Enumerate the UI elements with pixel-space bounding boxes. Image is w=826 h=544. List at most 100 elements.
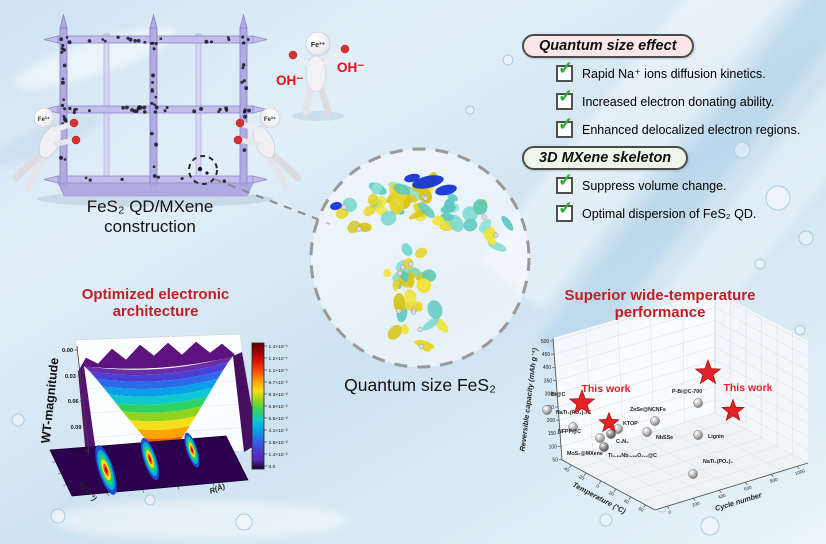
quantum-item-2: Increased electron donating ability.: [582, 94, 775, 109]
pusher-figure-left: [12, 107, 81, 192]
svg-text:800: 800: [769, 477, 778, 484]
svg-text:4.1×10⁻²: 4.1×10⁻²: [269, 428, 289, 434]
oh-ion-right: OH⁻: [337, 60, 364, 75]
svg-text:WT-magnitude: WT-magnitude: [39, 357, 62, 444]
svg-text:0.00: 0.00: [62, 348, 73, 354]
list-item: ✓ Enhanced delocalized electron regions.: [556, 114, 824, 138]
svg-text:40: 40: [623, 498, 630, 505]
oh-ion-left: OH⁻: [276, 73, 303, 88]
svg-text:20: 20: [608, 490, 615, 497]
svg-text:8.3×10⁻²: 8.3×10⁻²: [269, 392, 289, 398]
svg-text:200: 200: [691, 501, 700, 508]
performance-scatter-plot: 50045040035030025020015010050Reversible …: [518, 291, 809, 516]
list-item: ✓ Increased electron donating ability.: [556, 86, 824, 110]
charge-density-isosurface: [330, 172, 514, 352]
construction-caption-line1: FeS₂ QD/MXene: [86, 197, 214, 216]
construction-caption-line2: construction: [104, 217, 196, 237]
list-item: ✓ Optimal dispersion of FeS₂ QD.: [556, 198, 824, 222]
left-chart-title: Optimized electronic architecture: [53, 286, 258, 321]
checkbox-checked-icon: ✓: [556, 198, 573, 222]
checkbox-checked-icon: ✓: [556, 114, 573, 138]
svg-text:6.9×10⁻²: 6.9×10⁻²: [269, 404, 289, 410]
svg-text:0: 0: [595, 483, 600, 489]
svg-text:200: 200: [547, 418, 556, 424]
ion-figure-head-label: Fe³⁺: [311, 42, 326, 49]
svg-text:NaTi₂(PO₄)₃/C: NaTi₂(PO₄)₃/C: [556, 410, 591, 416]
svg-text:NbSSe: NbSSe: [656, 435, 673, 441]
left-chart-title-line1: Optimized electronic: [81, 286, 230, 303]
magnifier-connector-line: [213, 178, 331, 225]
svg-text:-40: -40: [562, 465, 571, 473]
red-glove: [233, 135, 243, 145]
svg-text:1.4×10⁻²: 1.4×10⁻²: [269, 452, 289, 458]
qd-magnifier-circle: [188, 155, 218, 185]
svg-text:This work: This work: [723, 382, 772, 394]
pusher-figure-right: [233, 107, 302, 192]
pusher-left-head-label: Fe³⁺: [38, 116, 50, 123]
svg-text:Lignin: Lignin: [708, 434, 724, 440]
svg-text:MoS₂@MXene: MoS₂@MXene: [567, 451, 603, 457]
svg-text:150: 150: [548, 431, 557, 437]
svg-text:1.1×10⁻¹: 1.1×10⁻¹: [269, 368, 289, 374]
svg-text:This work: This work: [581, 383, 630, 395]
svg-text:0: 0: [668, 509, 672, 515]
skeleton-item-1: Suppress volume change.: [582, 178, 727, 193]
red-glove: [340, 44, 350, 54]
mxene-lattice-illustration: [37, 13, 273, 207]
construction-caption: FeS₂ QD/MXene construction: [50, 197, 250, 237]
svg-text:NaTi₂(PO₄)₃: NaTi₂(PO₄)₃: [703, 459, 733, 465]
svg-text:0.06: 0.06: [68, 399, 79, 405]
svg-text:100: 100: [549, 444, 558, 450]
svg-text:600: 600: [743, 485, 752, 492]
svg-text:1.2×10⁻¹: 1.2×10⁻¹: [269, 356, 289, 362]
quantum-item-1: Rapid Na⁺ ions diffusion kinetics.: [582, 67, 766, 81]
svg-text:Reversible capacity (mAh g⁻¹): Reversible capacity (mAh g⁻¹): [518, 347, 540, 452]
red-glove: [71, 135, 81, 145]
svg-text:Bi@C: Bi@C: [551, 392, 565, 398]
red-glove: [288, 50, 298, 60]
right-chart-title: Superior wide-temperature performance: [535, 287, 785, 322]
svg-text:500: 500: [541, 339, 550, 345]
svg-text:1000: 1000: [794, 468, 806, 476]
svg-text:KTOP: KTOP: [623, 421, 638, 427]
mxene-skeleton-panel: 3D MXene skeleton ✓ Suppress volume chan…: [522, 146, 824, 233]
svg-text:400: 400: [717, 493, 726, 500]
skeleton-item-2: Optimal dispersion of FeS₂ QD.: [582, 206, 757, 221]
skeleton-panel-list: ✓ Suppress volume change. ✓ Optimal disp…: [556, 170, 824, 222]
svg-text:2.8×10⁻²: 2.8×10⁻²: [269, 440, 289, 446]
svg-text:-20: -20: [577, 473, 586, 481]
quantum-item-3: Enhanced delocalized electron regions.: [582, 122, 801, 137]
list-item: ✓ Rapid Na⁺ ions diffusion kinetics.: [556, 58, 824, 82]
svg-text:0.09: 0.09: [71, 425, 82, 431]
pusher-right-head-label: Fe³⁺: [264, 116, 276, 123]
svg-text:5.5×10⁻²: 5.5×10⁻²: [269, 416, 289, 422]
red-glove: [69, 118, 79, 128]
red-glove: [235, 118, 245, 128]
checkbox-checked-icon: ✓: [556, 86, 573, 110]
ion-figure-illustration: [288, 31, 350, 121]
svg-text:450: 450: [542, 352, 551, 358]
svg-text:0.03: 0.03: [65, 374, 76, 380]
skeleton-panel-title: 3D MXene skeleton: [522, 146, 689, 170]
center-caption: Quantum size FeS₂: [344, 375, 496, 395]
svg-text:P-Bi@C-700: P-Bi@C-700: [672, 389, 702, 395]
svg-text:300: 300: [545, 392, 554, 398]
svg-text:ZnSe@NCNFs: ZnSe@NCNFs: [630, 407, 666, 413]
svg-text:1.4×10⁻¹: 1.4×10⁻¹: [269, 344, 289, 350]
fes2-qd-dots: [59, 35, 251, 183]
svg-text:60: 60: [638, 506, 645, 513]
svg-text:C₃N₄: C₃N₄: [616, 439, 629, 445]
svg-text:350: 350: [544, 378, 553, 384]
quantum-size-effect-panel: Quantum size effect ✓ Rapid Na⁺ ions dif…: [522, 34, 824, 149]
svg-text:50: 50: [552, 458, 558, 464]
list-item: ✓ Suppress volume change.: [556, 170, 824, 194]
svg-text:9.7×10⁻²: 9.7×10⁻²: [269, 380, 289, 386]
right-chart-title-line2: performance: [614, 303, 706, 321]
quantum-panel-title: Quantum size effect: [522, 34, 694, 58]
checkbox-checked-icon: ✓: [556, 58, 573, 82]
svg-text:0.0: 0.0: [269, 464, 276, 470]
svg-text:0.12: 0.12: [73, 449, 84, 455]
